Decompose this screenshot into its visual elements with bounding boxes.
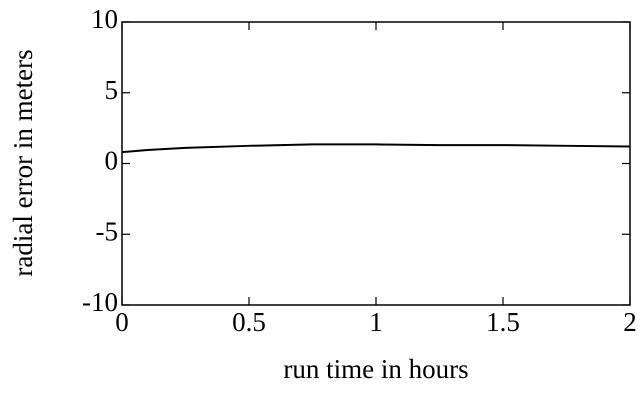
y-tick-label: 5 [105, 75, 119, 105]
x-tick-label: 2 [623, 307, 637, 337]
x-tick-label: 0 [115, 307, 129, 337]
x-tick-label: 0.5 [232, 307, 266, 337]
y-axis-title: radial error in meters [8, 49, 38, 276]
data-line [121, 143, 631, 154]
y-tick-label: 10 [91, 4, 118, 34]
plot-frame [121, 21, 631, 306]
x-axis-title: run time in hours [283, 354, 468, 384]
y-tick-label: 0 [105, 146, 119, 176]
x-tick-label: 1.5 [486, 307, 520, 337]
x-tick-label: 1 [369, 307, 383, 337]
y-tick-label: -5 [96, 216, 119, 246]
y-tick-label: -10 [82, 287, 118, 317]
